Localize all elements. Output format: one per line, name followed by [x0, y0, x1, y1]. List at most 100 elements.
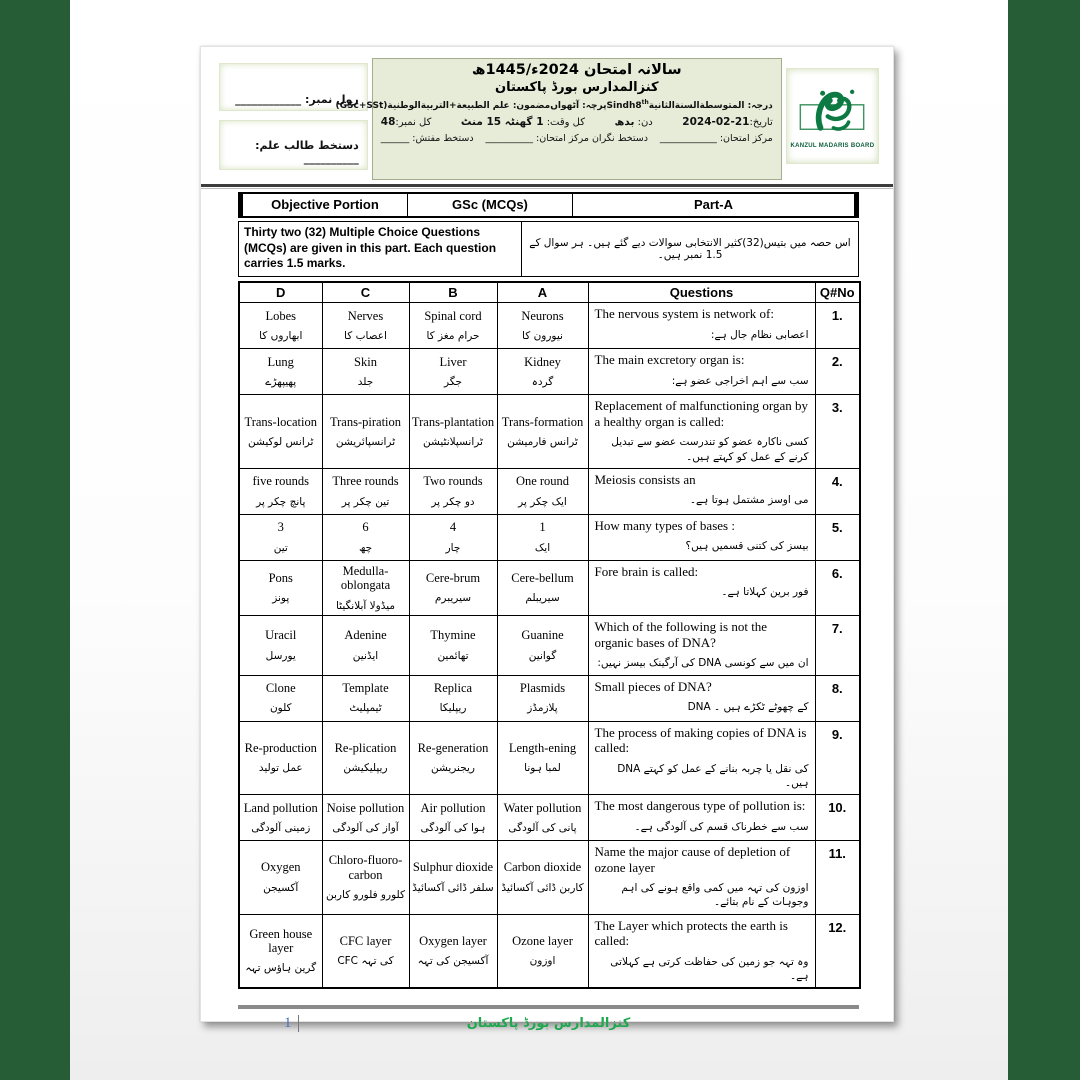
option-d-urdu: تین	[273, 541, 288, 554]
option-cell-a: Cere-bellum سیریبلم	[496, 559, 589, 617]
question-cell: The process of making copies of DNA is c…	[587, 720, 816, 796]
option-c-urdu: ٹرانسپائریشن	[335, 435, 396, 448]
question-english: The most dangerous type of pollution is:	[594, 798, 806, 814]
option-b-english: 4	[449, 520, 457, 535]
option-c-urdu: جلد	[357, 376, 374, 389]
grade-subject-line: درجہ: المتوسطةالسنةالثانيةSindh8th پرچہ:…	[336, 99, 773, 111]
option-c-urdu: تین چکر پر	[341, 495, 390, 508]
option-cell-b: Replica ریپلیکا	[408, 674, 498, 722]
option-d-english: Land pollution	[243, 800, 318, 815]
question-number-cell: 2.	[814, 348, 861, 396]
option-cell-d: Trans-location ٹرانس لوکیشن	[238, 394, 323, 469]
option-d-english: Re-production	[244, 740, 317, 755]
option-cell-d: Lung پھیپھڑے	[238, 348, 323, 396]
mcq-row: Trans-location ٹرانس لوکیشن Trans-piration…	[238, 394, 861, 469]
option-cell-c: Three rounds تین چکر پر	[321, 467, 410, 515]
day-field: دن: بدھ	[614, 116, 653, 128]
option-cell-c: Noise pollution آواز کی آلودگی	[321, 794, 410, 842]
option-cell-d: Re-production عمل تولید	[238, 720, 323, 796]
mcq-row: Oxygen آکسیجن Chloro-fluoro-carbon کلورو فل…	[238, 840, 861, 915]
option-cell-b: Trans-plantation ٹرانسپلانٹیشن	[408, 394, 498, 469]
column-header-row: D C B A Questions Q#No	[238, 281, 861, 304]
option-c-english: Three rounds	[332, 474, 399, 489]
question-cell: The most dangerous type of pollution is:…	[587, 794, 816, 842]
question-urdu: ان میں سے کونسی DNA کی آرگینک بیسز نہیں:	[597, 657, 809, 670]
option-b-urdu: ہوا کی آلودگی	[420, 821, 486, 834]
column-header-b: B	[408, 281, 498, 304]
question-english: Name the major cause of depletion of ozo…	[594, 844, 791, 875]
option-cell-b: Air pollution ہوا کی آلودگی	[408, 794, 498, 842]
supervisor-signature-field: دستخط نگران مرکز امتحان: __________	[485, 133, 648, 144]
exam-title: سالانہ امتحان 2024ء/1445ھ	[471, 62, 682, 78]
option-a-english: Guanine	[521, 628, 564, 643]
option-d-english: Trans-location	[244, 414, 317, 429]
option-d-english: five rounds	[252, 474, 310, 489]
option-b-english: Two rounds	[423, 474, 483, 489]
option-b-english: Re-generation	[417, 740, 489, 755]
option-c-english: Chloro-fluoro-carbon	[328, 853, 403, 882]
signatures-line: مرکز امتحان: ____________ دستخط نگران مر…	[381, 133, 773, 144]
option-cell-d: Green house layer گرین ہاؤس تہہ	[238, 913, 323, 989]
option-cell-d: Clone کلون	[238, 674, 323, 722]
option-c-urdu: میڈولا آبلانگیٹا	[335, 599, 396, 612]
option-a-urdu: ٹرانس فارمیشن	[507, 435, 578, 448]
option-cell-a: Carbon dioxide کاربن ڈائی آکسائیڈ	[496, 840, 589, 915]
option-a-urdu: سیریبلم	[525, 592, 560, 605]
option-cell-c: Nerves اعصاب کا	[321, 302, 410, 350]
option-cell-d: 3 تین	[238, 513, 323, 561]
mcq-row: Clone کلون Template ٹیمپلیٹ Replica ریپلیکا Pl…	[238, 674, 861, 722]
option-cell-b: Cere-brum سیریبرم	[408, 559, 498, 617]
option-b-english: Sulphur dioxide	[412, 860, 494, 875]
right-green-band	[1008, 0, 1080, 1080]
option-b-urdu: ٹرانسپلانٹیشن	[423, 435, 483, 448]
mcq-row: Lung پھیپھڑے Skin جلد Liver جگر Kidney گردہ The …	[238, 348, 861, 396]
option-a-english: Cere-bellum	[511, 571, 574, 585]
instructions-urdu: اس حصہ میں بتیس(32)کثیر الانتخابی سوالات…	[529, 236, 851, 261]
option-b-urdu: سلفر ڈائی آکسائیڈ	[412, 881, 494, 894]
option-cell-c: Trans-piration ٹرانسپائریشن	[321, 394, 410, 469]
column-header-d: D	[238, 281, 323, 304]
option-b-urdu: آکسیجن کی تہہ	[417, 955, 489, 968]
question-number-cell: 12.	[814, 913, 861, 989]
option-cell-c: Medulla-oblongata میڈولا آبلانگیٹا	[321, 559, 410, 617]
student-signature-label: دستخط طالب علم: __________	[255, 139, 359, 165]
option-d-english: Lobes	[265, 308, 297, 323]
option-a-urdu: نیورون کا	[522, 330, 563, 343]
page-header: رول نمبر: ____________ دستخط طالب علم: _…	[219, 58, 879, 180]
question-cell: The Layer which protects the earth is ca…	[587, 913, 816, 989]
option-d-urdu: کلون	[269, 702, 292, 715]
footer-rule	[238, 1005, 859, 1010]
option-c-english: 6	[362, 520, 369, 535]
option-c-english: Template	[342, 681, 389, 696]
left-green-band	[0, 0, 70, 1080]
option-a-english: Carbon dioxide	[503, 860, 582, 875]
option-b-english: Replica	[433, 681, 473, 696]
question-cell: Meiosis consists an می اوسز مشتمل ہوتا ہے…	[587, 467, 816, 515]
mcq-row: Uracil یورسل Adenine ایڈنین Thymine تھائمین Gu…	[238, 615, 861, 676]
option-b-urdu: تھائمین	[437, 649, 469, 662]
option-d-english: Uracil	[265, 628, 297, 643]
column-header-c: C	[321, 281, 410, 304]
option-cell-b: Spinal cord حرام مغز کا	[408, 302, 498, 350]
option-c-urdu: CFC کی تہہ	[337, 955, 394, 968]
option-cell-d: Lobes ابھاروں کا	[238, 302, 323, 350]
option-a-english: Plasmids	[519, 681, 566, 696]
exam-page: رول نمبر: ____________ دستخط طالب علم: _…	[200, 46, 894, 1033]
page-number: 1	[284, 1015, 299, 1033]
question-cell: The nervous system is network of: اعصابی …	[587, 302, 816, 350]
option-d-english: Pons	[268, 571, 293, 585]
id-panel: رول نمبر: ____________ دستخط طالب علم: _…	[219, 58, 368, 180]
option-c-urdu: ریپلیکیشن	[343, 762, 388, 775]
question-urdu: فور برین کہلاتا ہے۔	[721, 586, 809, 599]
question-cell: The main excretory organ is: سب سے اہم اخ…	[587, 348, 816, 396]
option-a-english: Ozone layer	[512, 933, 573, 948]
question-cell: How many types of bases : بیسز کی کتنی قس…	[587, 513, 816, 561]
option-c-english: Noise pollution	[326, 800, 405, 815]
page-footer: 1 کنزالمدارس بورڈ پاکستان	[238, 1005, 859, 1043]
option-d-urdu: یورسل	[265, 649, 296, 662]
option-cell-a: Length-ening لمبا ہونا	[496, 720, 589, 796]
mcq-table-body: Lobes ابھاروں کا Nerves اعصاب کا Spinal cord…	[238, 302, 861, 989]
option-d-urdu: عمل تولید	[258, 762, 303, 775]
question-english: The Layer which protects the earth is ca…	[594, 917, 788, 949]
question-cell: Fore brain is called: فور برین کہلاتا ہے۔	[587, 559, 816, 617]
